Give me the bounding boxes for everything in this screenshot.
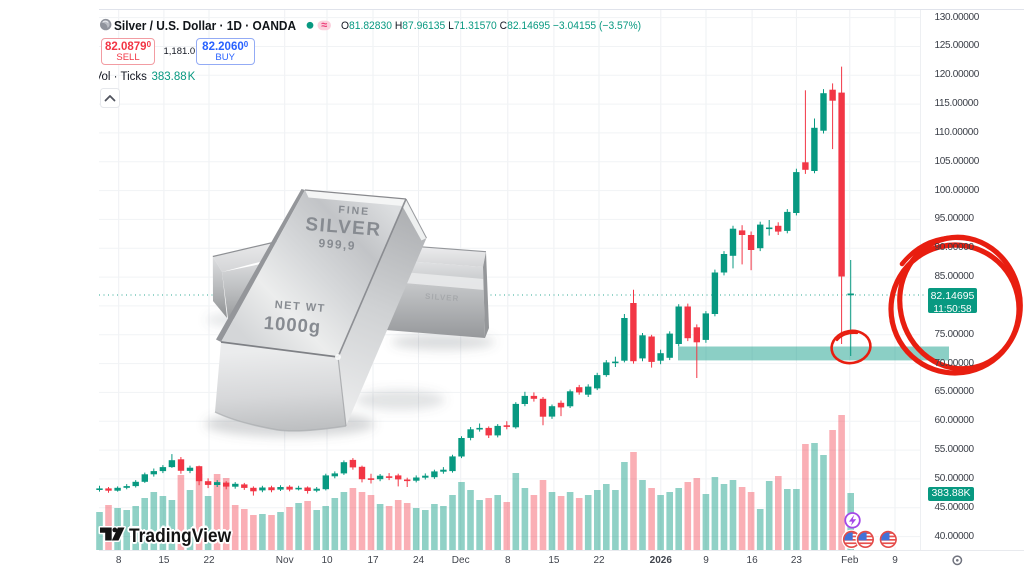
svg-text:999,9: 999,9 xyxy=(318,236,357,253)
svg-text:1000g: 1000g xyxy=(263,312,322,337)
svg-text:≈: ≈ xyxy=(321,20,327,32)
svg-text:SILVER: SILVER xyxy=(425,292,460,303)
svg-text:NET WT: NET WT xyxy=(274,299,326,315)
svg-text:FINE: FINE xyxy=(338,204,371,218)
